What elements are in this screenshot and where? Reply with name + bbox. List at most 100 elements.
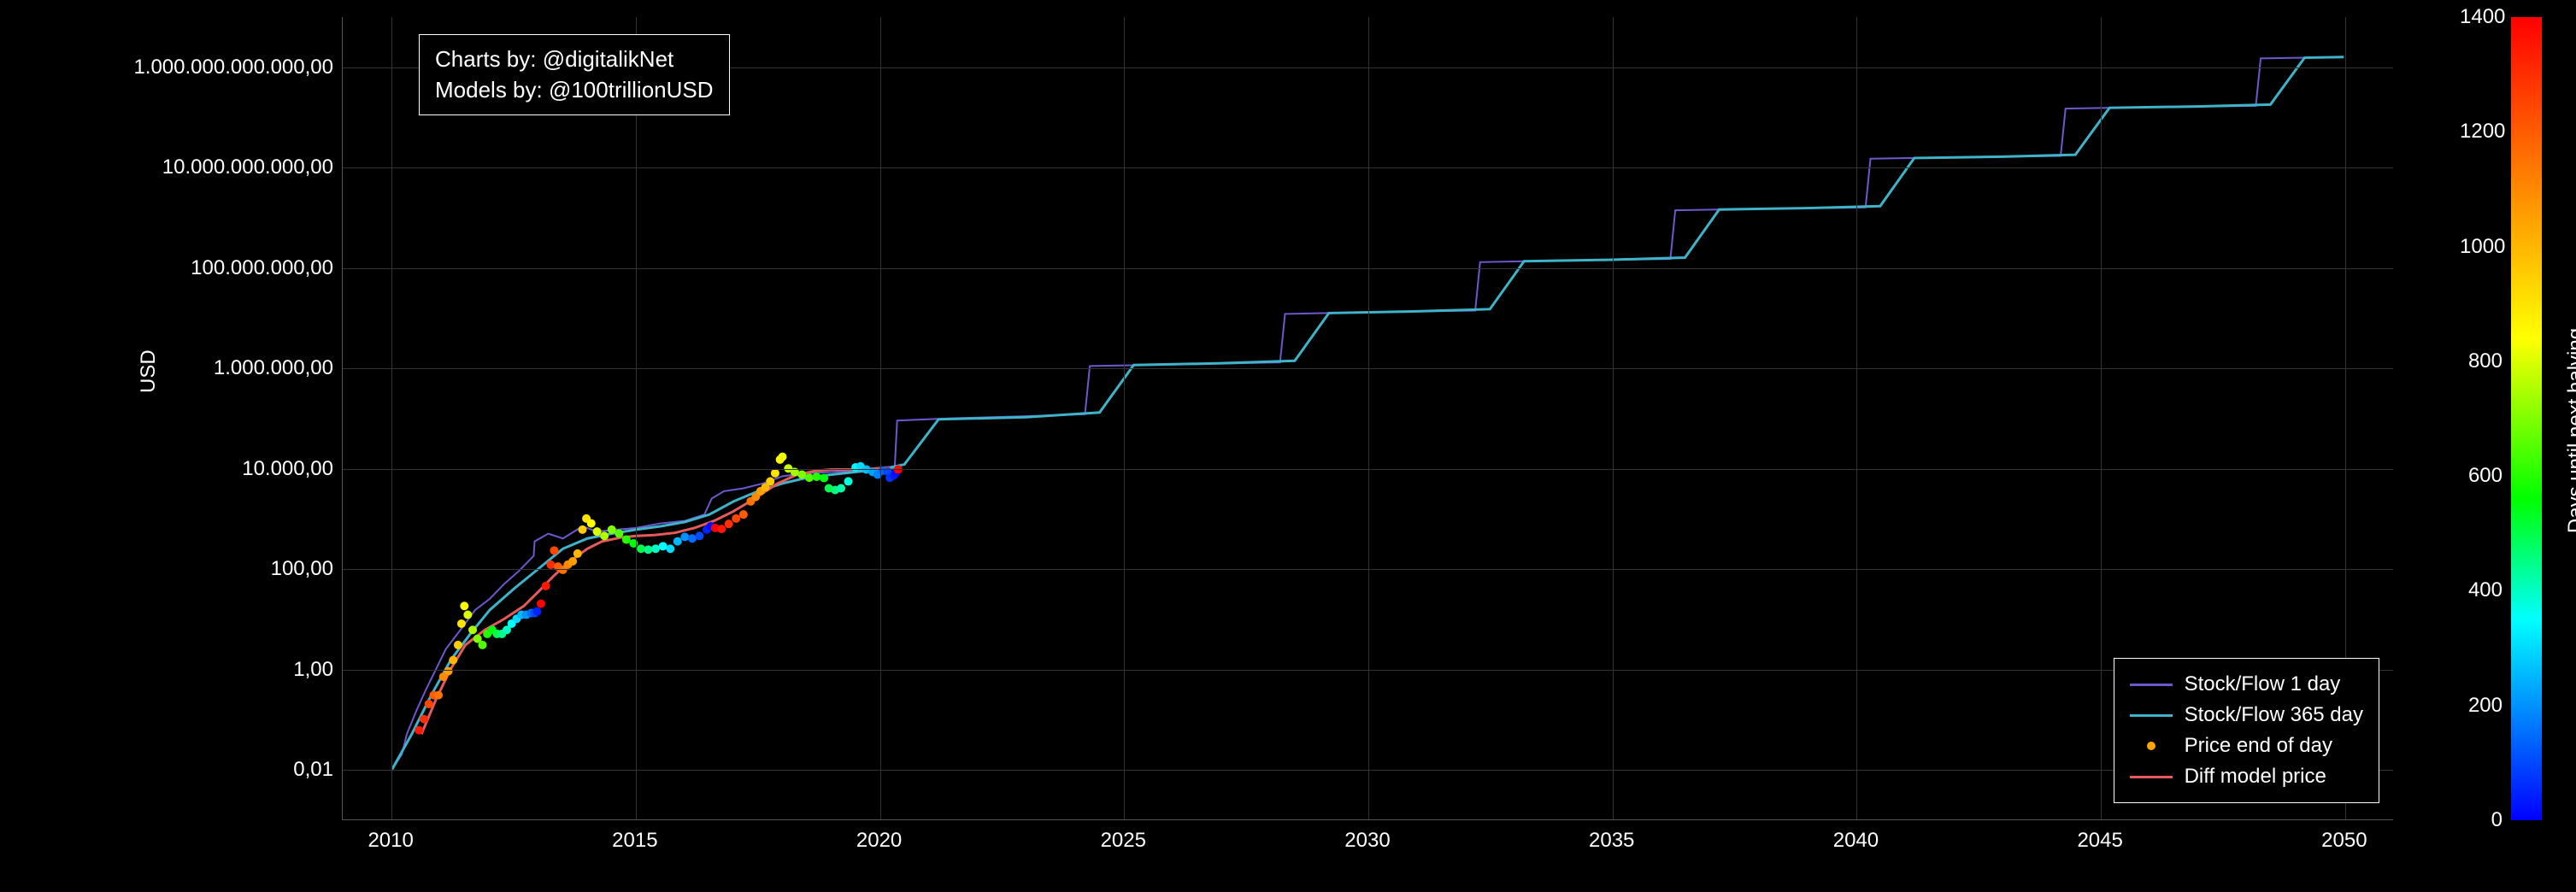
gridline-vertical [880,17,881,819]
price-point [805,473,814,482]
x-tick-label: 2030 [1344,829,1390,853]
price-point [659,542,668,550]
gridline-horizontal [343,770,2393,771]
price-point [454,641,462,649]
price-point [725,519,733,528]
price-point [420,715,428,724]
y-tick-label: 100,00 [9,557,333,581]
price-point [797,471,806,479]
x-tick-label: 2025 [1101,829,1146,853]
price-point [695,531,703,540]
gridline-vertical [1124,17,1125,819]
gridline-horizontal [343,268,2393,269]
price-point [568,557,577,566]
legend-item: Diff model price [2130,761,2363,792]
colorbar-tick-label: 1200 [2460,120,2502,144]
legend-item: Price end of day [2130,731,2363,761]
price-point [600,531,609,540]
legend-item: Stock/Flow 365 day [2130,700,2363,731]
price-point [444,667,453,676]
price-point [766,477,774,485]
price-point [542,582,550,590]
series-diff-model-line [421,467,890,734]
price-point [651,544,660,553]
price-point [425,700,433,708]
price-point [844,477,853,485]
price-point [688,534,697,543]
x-tick-label: 2040 [1833,829,1879,853]
price-point [717,525,726,533]
price-point [732,514,740,523]
legend-swatch-line [2130,714,2173,717]
price-point [479,641,487,649]
price-point [593,527,602,536]
price-point [629,539,638,548]
gridline-horizontal [343,167,2393,168]
gridline-vertical [1368,17,1369,819]
price-point [573,549,582,558]
gridline-horizontal [343,569,2393,570]
colorbar-tick-label: 1400 [2460,5,2502,29]
x-tick-label: 2045 [2077,829,2122,853]
colorbar-tick-label: 400 [2460,578,2502,602]
price-point [608,525,616,534]
gridline-vertical [2101,17,2102,819]
colorbar-title: Days until next halving [2564,328,2576,533]
colorbar-tick-label: 600 [2460,464,2502,488]
price-point [449,656,457,665]
y-tick-label: 0,01 [9,758,333,782]
legend-swatch-line [2130,684,2173,686]
gridline-horizontal [343,368,2393,369]
price-point [673,537,682,546]
x-tick-label: 2020 [856,829,902,853]
price-point [680,532,689,541]
y-tick-label: 1.000.000.000.000,00 [9,56,333,79]
price-point [837,484,845,493]
price-point [460,602,468,610]
legend: Stock/Flow 1 day Stock/Flow 365 day Price … [2114,658,2379,803]
colorbar: 0200400600800100012001400 [2511,17,2542,820]
price-point [415,726,423,735]
price-point [463,611,472,619]
price-point [457,619,466,628]
price-point [771,469,779,478]
price-point [550,546,558,555]
attribution-line-1: Charts by: @digitalikNet [435,44,714,74]
y-tick-label: 1.000.000,00 [9,356,333,380]
y-tick-label: 1,00 [9,658,333,682]
legend-swatch-line [2130,776,2173,778]
chart-container: USD Charts by: @digitalikNet Models by: … [0,0,2576,892]
attribution-line-2: Models by: @100trillionUSD [435,74,714,105]
price-point [739,510,748,519]
legend-swatch-dot [2147,742,2155,750]
gridline-vertical [391,17,392,819]
price-point [644,545,653,554]
y-tick-label: 100.000.000,00 [9,256,333,280]
legend-item: Stock/Flow 1 day [2130,669,2363,700]
price-point [666,544,674,553]
legend-label: Stock/Flow 1 day [2185,672,2341,696]
gridline-horizontal [343,670,2393,671]
colorbar-tick-label: 200 [2460,694,2502,718]
colorbar-tick-label: 800 [2460,349,2502,373]
legend-label: Stock/Flow 365 day [2185,703,2363,727]
price-point [637,544,645,553]
colorbar-tick-label: 0 [2460,808,2502,832]
price-point [820,474,828,483]
x-tick-label: 2010 [368,829,413,853]
price-point [537,600,545,608]
gridline-horizontal [343,469,2393,470]
gridline-vertical [1613,17,1614,819]
price-point [546,560,555,569]
price-point [468,625,477,634]
price-point [615,530,623,538]
gridline-vertical [636,17,637,819]
price-point [578,525,586,534]
price-point [532,607,541,616]
y-tick-label: 10.000.000.000,00 [9,156,333,179]
legend-label: Price end of day [2185,734,2332,758]
x-tick-label: 2035 [1589,829,1634,853]
price-point [434,691,443,700]
price-point [622,536,631,544]
gridline-vertical [1856,17,1857,819]
